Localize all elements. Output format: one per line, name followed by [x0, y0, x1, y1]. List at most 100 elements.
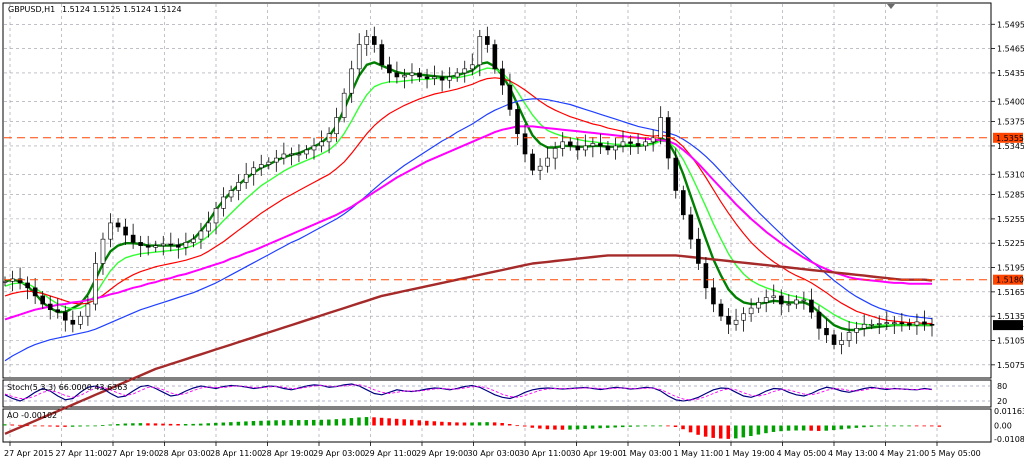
ao-bar [281, 420, 286, 426]
candle-body [123, 226, 128, 236]
candle-body [55, 309, 61, 313]
ao-bar [530, 425, 535, 428]
candle-body [620, 141, 626, 147]
ao-bar [236, 421, 241, 426]
candle-body [688, 214, 694, 240]
candle-body [673, 157, 679, 191]
ao-bar [78, 425, 82, 427]
ao-bar [613, 425, 617, 428]
candle-body [778, 295, 784, 305]
ao-bar [221, 422, 226, 426]
ao-bar [884, 425, 889, 427]
candle-body [537, 165, 543, 171]
ao-bar [545, 425, 550, 430]
ao-bar [108, 424, 113, 426]
y-tick-label: 1.5105 [997, 337, 1024, 346]
candle-body [228, 190, 234, 198]
ao-bar [930, 425, 934, 427]
candle-body [221, 196, 226, 209]
ao-bar [259, 420, 263, 426]
ao-bar [628, 425, 633, 427]
ao-bar [636, 425, 640, 427]
candle-body [922, 321, 927, 325]
candle-body [168, 243, 174, 246]
candle-body [462, 68, 468, 74]
ao-bar [40, 425, 45, 427]
ao-bar [440, 421, 444, 426]
y-tick-label: 1.5465 [997, 45, 1024, 54]
ao-bar [575, 425, 580, 430]
candle-body [176, 244, 181, 248]
ao-bar [425, 420, 429, 426]
candle-body [492, 44, 498, 70]
ao-bar [741, 425, 746, 438]
ao-bar [123, 423, 128, 426]
ao-bar [801, 425, 806, 431]
price-marker-label: 1.5355 [996, 134, 1024, 143]
candle-body [289, 153, 294, 156]
candle-body [78, 315, 83, 325]
candle-body [417, 72, 422, 78]
ao-bar [749, 425, 753, 437]
candle-body [85, 303, 91, 317]
candle-body [839, 340, 844, 345]
candle-body [258, 164, 264, 169]
y-tick-label: 1.5375 [997, 118, 1024, 127]
ao-bar [839, 425, 844, 430]
ao-bar [168, 423, 173, 426]
ao-tick-label: -0.01088 [994, 435, 1024, 444]
ao-bar [764, 425, 768, 434]
x-tick-label: 28 Apr 11:00 [210, 449, 262, 458]
ao-bar [18, 424, 22, 426]
ao-bar [681, 425, 685, 430]
ao-bar [244, 421, 248, 426]
y-tick-label: 1.5195 [997, 264, 1024, 273]
candle-body [643, 141, 648, 147]
candle-body [500, 68, 505, 86]
ao-bar [899, 425, 904, 427]
stoch-line-1 [4, 384, 932, 401]
ao-bar [553, 425, 557, 430]
x-tick-label: 28 Apr 19:00 [262, 449, 314, 458]
ao-bar [538, 425, 542, 429]
candle-body [32, 287, 38, 297]
candle-body [771, 295, 777, 298]
candle-body [575, 145, 581, 151]
stoch-pane[interactable] [2, 379, 992, 408]
ao-bar [289, 420, 293, 426]
x-tick-label: 4 May 21:00 [880, 449, 930, 458]
ao-bar [862, 425, 866, 428]
candle-body [794, 299, 799, 305]
candle-body [658, 117, 663, 139]
ao-bar [507, 424, 512, 426]
candle-body [515, 109, 520, 135]
ao-bar [937, 425, 942, 427]
ao-bar [198, 423, 203, 426]
candle-body [545, 157, 550, 167]
candle-body [115, 222, 121, 228]
candle-body [334, 117, 339, 135]
ao-bar [138, 423, 143, 426]
candle-body [243, 173, 249, 183]
ma-line-1 [4, 67, 932, 326]
price-marker-badge [993, 132, 1023, 143]
candle-body [402, 75, 407, 78]
candle-body [696, 238, 701, 264]
ao-bar [312, 419, 316, 426]
candle-body [319, 141, 324, 147]
x-tick-label: 4 May 13:00 [828, 449, 878, 458]
candle-body [741, 313, 746, 321]
candle-body [854, 328, 859, 333]
candle-body [349, 68, 354, 94]
ao-bar [116, 424, 120, 426]
candle-body [160, 243, 166, 246]
candle-body [394, 72, 400, 78]
y-tick-label: 1.5135 [997, 312, 1024, 321]
ao-bar [922, 425, 926, 427]
current-price-label: 1.5124 [996, 321, 1024, 330]
ao-bar [349, 418, 354, 426]
ao-bar [409, 419, 414, 426]
ao-bar [583, 425, 587, 429]
